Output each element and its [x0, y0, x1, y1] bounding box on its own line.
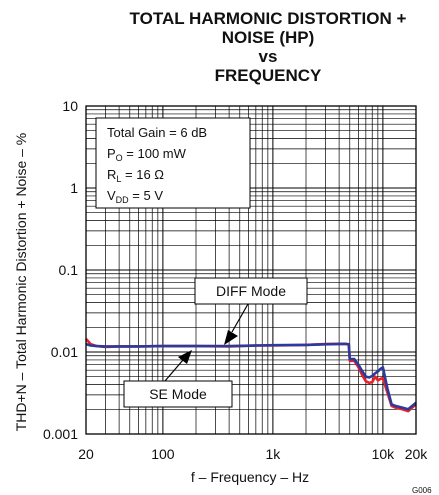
se-mode-arrow-line: [164, 359, 184, 382]
condition-gain: Total Gain = 6 dB: [107, 125, 207, 140]
diff-mode-arrow-line: [231, 303, 249, 333]
x-tick-label: 20k: [405, 446, 429, 462]
condition-vdd: VDD = 5 V: [107, 188, 163, 205]
y-tick-label: 1: [70, 180, 78, 196]
diff-mode-callout: DIFF Mode: [194, 277, 308, 345]
data-series: [85, 337, 417, 413]
x-tick-label: 100: [151, 446, 175, 462]
chart-title-line-4: FREQUENCY: [215, 66, 322, 85]
chart-title-line-1: TOTAL HARMONIC DISTORTION +: [130, 9, 407, 28]
diff-mode-label-box: [194, 277, 308, 305]
condition-rl: RL = 16 Ω: [107, 167, 164, 184]
se-mode-label-box: [123, 380, 233, 408]
series-line-diff-mode: [85, 342, 417, 411]
conditions-box-frame: [95, 117, 251, 209]
figure-code: G006: [412, 486, 432, 495]
condition-po: PO = 100 mW: [107, 146, 187, 163]
x-tick-label: 1k: [265, 446, 281, 462]
x-tick-label: 10k: [372, 446, 396, 462]
y-tick-label: 10: [62, 98, 78, 114]
y-axis-label: THD+N – Total Harmonic Distortion + Nois…: [13, 133, 29, 432]
x-axis-label: f – Frequency – Hz: [191, 469, 309, 485]
chart-title-line-3: vs: [259, 47, 278, 66]
y-tick-label: 0.01: [51, 344, 78, 360]
chart-title-line-2: NOISE (HP): [222, 28, 315, 47]
plot-frame: [85, 105, 417, 435]
y-tick-label: 0.001: [43, 426, 78, 442]
se-mode-arrow-head: [178, 350, 192, 364]
conditions-box: Total Gain = 6 dB PO = 100 mW RL = 16 Ω …: [95, 117, 251, 209]
tick-labels: 20 100 1k 10k 20k 10 1 0.1 0.01 0.001: [43, 98, 428, 462]
se-mode-callout: SE Mode: [123, 350, 233, 408]
y-tick-label: 0.1: [59, 262, 79, 278]
diff-mode-label: DIFF Mode: [216, 283, 286, 299]
se-mode-label: SE Mode: [149, 386, 207, 402]
x-tick-label: 20: [78, 446, 94, 462]
diff-mode-arrow-head: [224, 330, 238, 345]
